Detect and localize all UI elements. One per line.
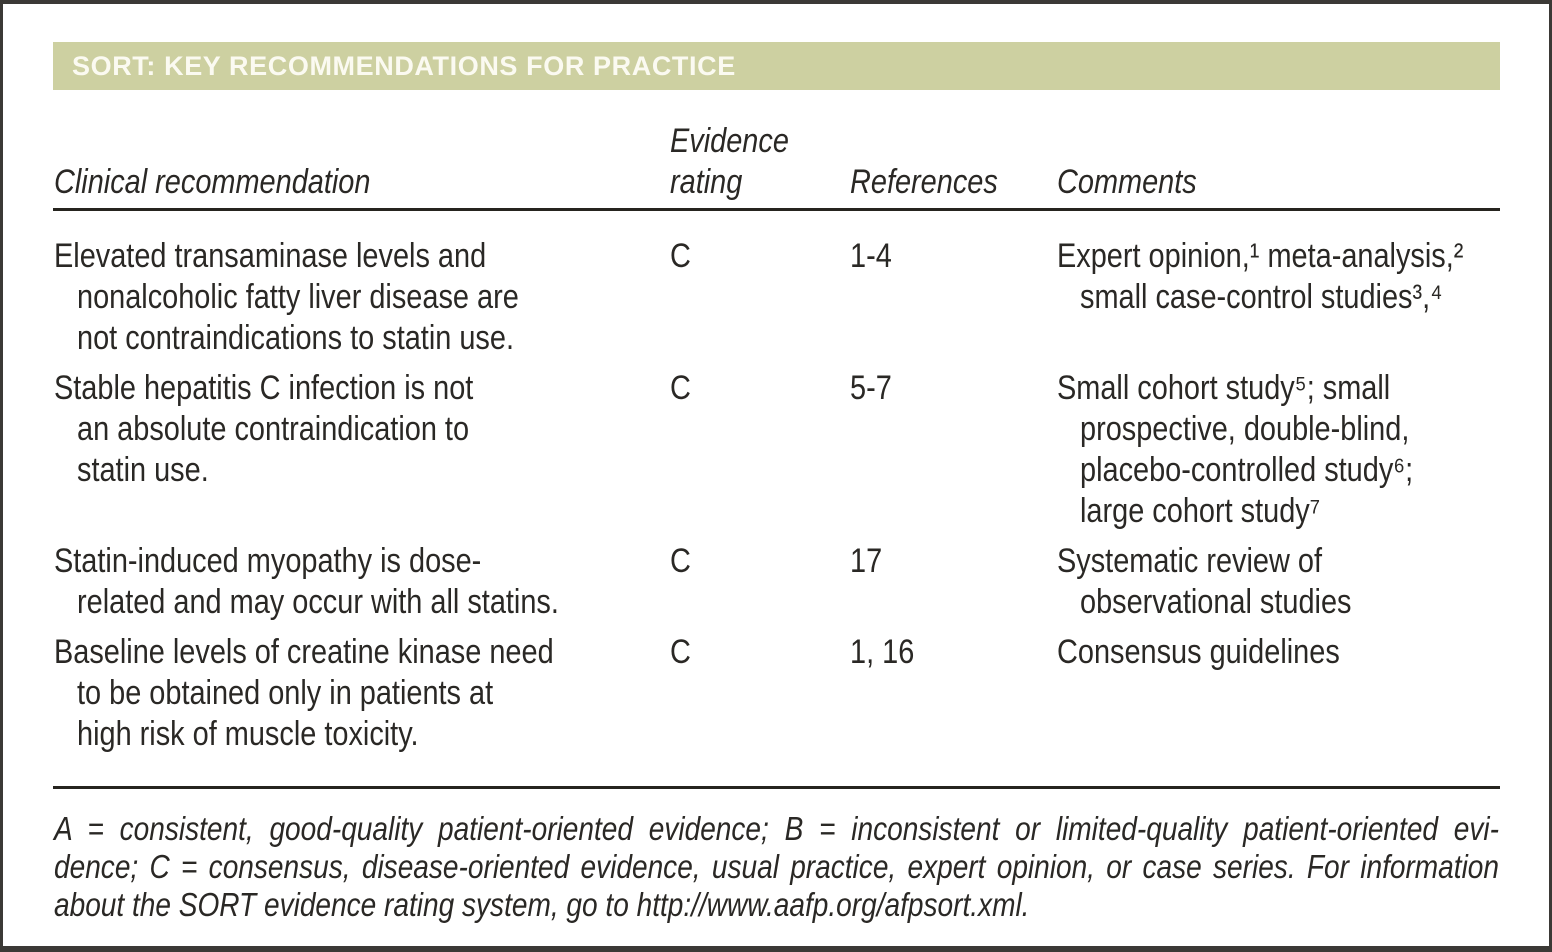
- table-header-rule: [53, 208, 1500, 211]
- cell-line: to be obtained only in patients at: [77, 674, 494, 712]
- table-row: Stable hepatitis C infection is not an ab…: [54, 368, 1500, 532]
- column-header-label: rating: [670, 163, 743, 201]
- column-header-label: Comments: [1057, 163, 1197, 201]
- comments-cell: Small cohort study⁵; small prospective, d…: [1057, 368, 1500, 532]
- references-cell: 17: [850, 541, 1057, 623]
- cell-line: Statin-induced myopathy is dose-: [54, 542, 482, 580]
- cell-line: high risk of muscle toxicity.: [77, 715, 419, 753]
- cell-line: an absolute contraindication to: [77, 410, 470, 448]
- comments-cell: Expert opinion,¹ meta-analysis,² small ca…: [1057, 236, 1535, 359]
- cell-line: large cohort study⁷: [1080, 492, 1321, 530]
- column-header-clinical-recommendation: Clinical recommendation: [54, 162, 578, 208]
- column-header-label: Evidence: [670, 122, 789, 160]
- cell-line: small case-control studies³,⁴: [1080, 278, 1443, 316]
- evidence-rating-cell: C: [670, 236, 850, 359]
- cell-line: 5-7: [850, 369, 892, 407]
- clinical-recommendation-cell: Elevated transaminase levels and nonalcoh…: [54, 236, 670, 359]
- clinical-recommendation-cell: Stable hepatitis C infection is not an ab…: [54, 368, 670, 532]
- cell-line: statin use.: [77, 451, 209, 489]
- cell-line: placebo-controlled study⁶;: [1080, 451, 1414, 489]
- references-cell: 1, 16: [850, 632, 1057, 755]
- references-cell: 5-7: [850, 368, 1057, 532]
- cell-line: Consensus guidelines: [1057, 633, 1340, 671]
- footnote: A = consistent, good-quality patient-ori…: [54, 810, 1499, 924]
- evidence-rating-cell: C: [670, 541, 850, 623]
- evidence-rating-cell: C: [670, 632, 850, 755]
- cell-line: Baseline levels of creatine kinase need: [54, 633, 554, 671]
- references-cell: 1-4: [850, 236, 1057, 359]
- table-header-row: Clinical recommendation Evidence rating …: [54, 118, 1500, 208]
- evidence-rating-cell: C: [670, 368, 850, 532]
- footnote-line: about the SORT evidence rating system, g…: [54, 886, 1030, 923]
- column-header-comments: Comments: [1057, 162, 1434, 208]
- table-row: Statin-induced myopathy is dose-related …: [54, 541, 1500, 623]
- cell-line: C: [670, 369, 691, 407]
- clinical-recommendation-cell: Baseline levels of creatine kinase need t…: [54, 632, 670, 755]
- column-header-label: References: [850, 163, 998, 201]
- cell-line: 1, 16: [850, 633, 915, 671]
- cell-line: Small cohort study⁵; small: [1057, 369, 1391, 407]
- table-bottom-rule: [53, 786, 1500, 789]
- column-header-evidence-rating: Evidence rating: [670, 121, 823, 208]
- table-title-bar: SORT: KEY RECOMMENDATIONS FOR PRACTICE: [53, 42, 1500, 90]
- column-header-references: References: [850, 162, 1026, 208]
- cell-line: 1-4: [850, 237, 892, 275]
- footnote-line: dence; C = consensus, disease-oriented e…: [54, 848, 1499, 885]
- cell-line: Systematic review of: [1057, 542, 1323, 580]
- table-row: Elevated transaminase levels and nonalcoh…: [54, 236, 1500, 359]
- cell-line: Elevated transaminase levels and: [54, 237, 487, 275]
- cell-line: C: [670, 237, 691, 275]
- table-row: Baseline levels of creatine kinase need t…: [54, 632, 1500, 755]
- cell-line: nonalcoholic fatty liver disease are: [77, 278, 519, 316]
- cell-line: C: [670, 542, 691, 580]
- cell-line: Stable hepatitis C infection is not: [54, 369, 474, 407]
- cell-line: related and may occur with all statins.: [77, 583, 559, 621]
- table-title: SORT: KEY RECOMMENDATIONS FOR PRACTICE: [72, 50, 736, 81]
- cell-line: prospective, double-blind,: [1080, 410, 1410, 448]
- cell-line: C: [670, 633, 691, 671]
- cell-line: 17: [850, 542, 883, 580]
- column-header-label: Clinical recommendation: [54, 163, 371, 201]
- cell-line: not contraindications to statin use.: [77, 319, 514, 357]
- cell-line: Expert opinion,¹ meta-analysis,²: [1057, 237, 1464, 275]
- comments-cell: Systematic review of observational studie…: [1057, 541, 1500, 623]
- table-rows: Elevated transaminase levels and nonalcoh…: [54, 236, 1500, 764]
- comments-cell: Consensus guidelines: [1057, 632, 1500, 755]
- clinical-recommendation-cell: Statin-induced myopathy is dose-related …: [54, 541, 670, 623]
- cell-line: observational studies: [1080, 583, 1352, 621]
- footnote-line: A = consistent, good-quality patient-ori…: [54, 810, 1499, 847]
